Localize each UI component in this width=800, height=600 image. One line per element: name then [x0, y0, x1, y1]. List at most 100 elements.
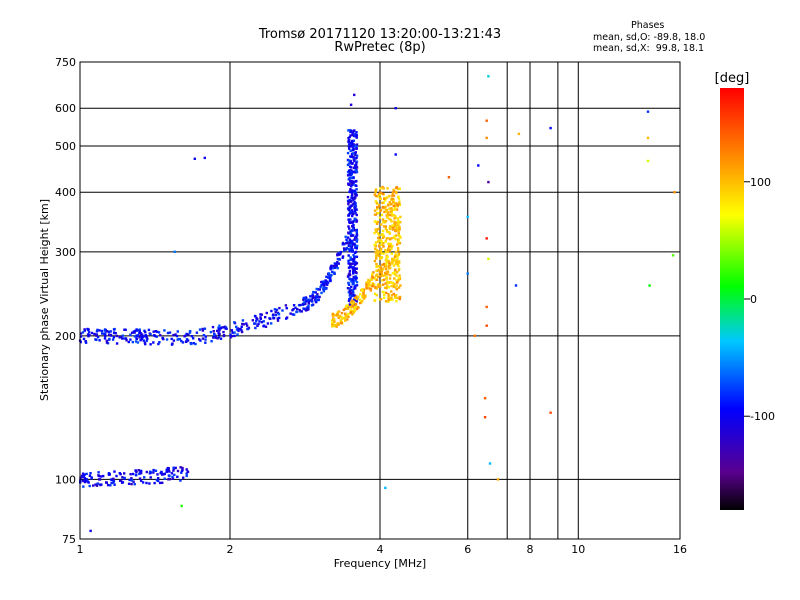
echo-point	[130, 477, 133, 480]
echo-point	[346, 174, 350, 177]
echo-point	[351, 248, 354, 251]
echo-point	[387, 202, 390, 206]
echo-point	[487, 75, 490, 78]
echo-point	[149, 333, 152, 336]
x-tick-label: 6	[464, 543, 471, 556]
echo-point	[109, 333, 113, 337]
echo-point	[349, 103, 353, 106]
echo-point	[382, 262, 386, 266]
echo-point	[320, 284, 323, 287]
echo-point	[355, 307, 359, 311]
echo-point	[384, 197, 388, 200]
echo-point	[115, 342, 119, 345]
echo-point	[217, 326, 220, 329]
echo-point	[361, 289, 364, 292]
echo-point	[337, 316, 340, 320]
echo-point	[347, 225, 350, 228]
echo-point	[396, 281, 399, 284]
echo-point	[163, 329, 166, 332]
colorbar-label: [deg]	[715, 71, 750, 86]
echo-point	[88, 474, 92, 477]
echo-point	[395, 229, 398, 233]
echo-point	[141, 481, 145, 484]
echo-point	[299, 303, 302, 307]
echo-point	[349, 291, 352, 294]
echo-point	[381, 268, 385, 271]
echo-point	[379, 197, 382, 200]
echo-point	[350, 204, 353, 207]
echo-point	[392, 259, 395, 262]
echo-point	[201, 329, 205, 332]
echo-point	[397, 220, 400, 223]
echo-point	[315, 298, 318, 302]
echo-point	[351, 193, 354, 196]
echo-point	[153, 334, 156, 337]
echo-point	[170, 472, 174, 475]
echo-point	[152, 471, 155, 474]
echo-point	[124, 328, 127, 331]
echo-point	[397, 279, 400, 282]
echo-point	[102, 474, 105, 478]
echo-point	[274, 313, 278, 317]
echo-point	[347, 259, 350, 262]
echo-point	[359, 292, 362, 296]
echo-point	[394, 204, 397, 207]
echo-point	[347, 299, 351, 302]
echo-point	[285, 307, 288, 310]
echo-point	[399, 221, 402, 224]
echo-point	[387, 296, 390, 299]
echo-point	[673, 191, 676, 194]
echo-point	[165, 470, 168, 474]
echo-point	[125, 339, 128, 342]
echo-point	[351, 313, 354, 316]
echo-point	[331, 321, 334, 325]
echo-point	[347, 244, 350, 248]
echo-point	[315, 287, 318, 291]
echo-point	[173, 473, 176, 477]
echo-point	[165, 468, 168, 471]
echo-point	[284, 304, 288, 307]
echo-point	[179, 466, 182, 469]
echo-point	[112, 331, 116, 334]
echo-point	[355, 156, 358, 160]
echo-point	[168, 331, 172, 334]
echo-point	[89, 529, 92, 533]
echo-point	[339, 319, 343, 322]
x-tick-label: 2	[227, 543, 234, 556]
echo-point	[344, 305, 348, 308]
echo-point	[310, 298, 314, 301]
echo-point	[97, 471, 100, 474]
echo-point	[352, 143, 355, 146]
echo-point	[314, 291, 317, 294]
echo-point	[81, 475, 84, 479]
echo-point	[355, 262, 359, 265]
echo-point	[351, 210, 354, 214]
echo-point	[646, 136, 650, 140]
echo-point	[212, 330, 215, 333]
echo-point	[380, 267, 383, 271]
echo-point	[294, 306, 297, 309]
echo-point	[376, 273, 379, 276]
echo-point	[348, 227, 351, 230]
echo-point	[389, 238, 392, 241]
echo-point	[367, 282, 371, 285]
echo-point	[336, 252, 339, 256]
echo-point	[397, 239, 401, 242]
echo-point	[312, 295, 315, 298]
echo-point	[487, 257, 490, 260]
echo-point	[355, 213, 358, 217]
echo-point	[473, 334, 476, 337]
chart-subtitle: RwPretec (8p)	[334, 40, 426, 55]
echo-point	[349, 134, 352, 137]
echo-point	[394, 107, 397, 110]
echo-point	[396, 203, 399, 207]
echo-point	[347, 162, 351, 165]
echo-point	[152, 330, 155, 333]
echo-point	[390, 247, 393, 250]
echo-point	[376, 228, 379, 231]
echo-point	[167, 478, 170, 481]
echo-point	[343, 316, 347, 320]
echo-point	[380, 256, 383, 259]
echo-point	[79, 335, 83, 338]
echo-point	[222, 330, 225, 334]
